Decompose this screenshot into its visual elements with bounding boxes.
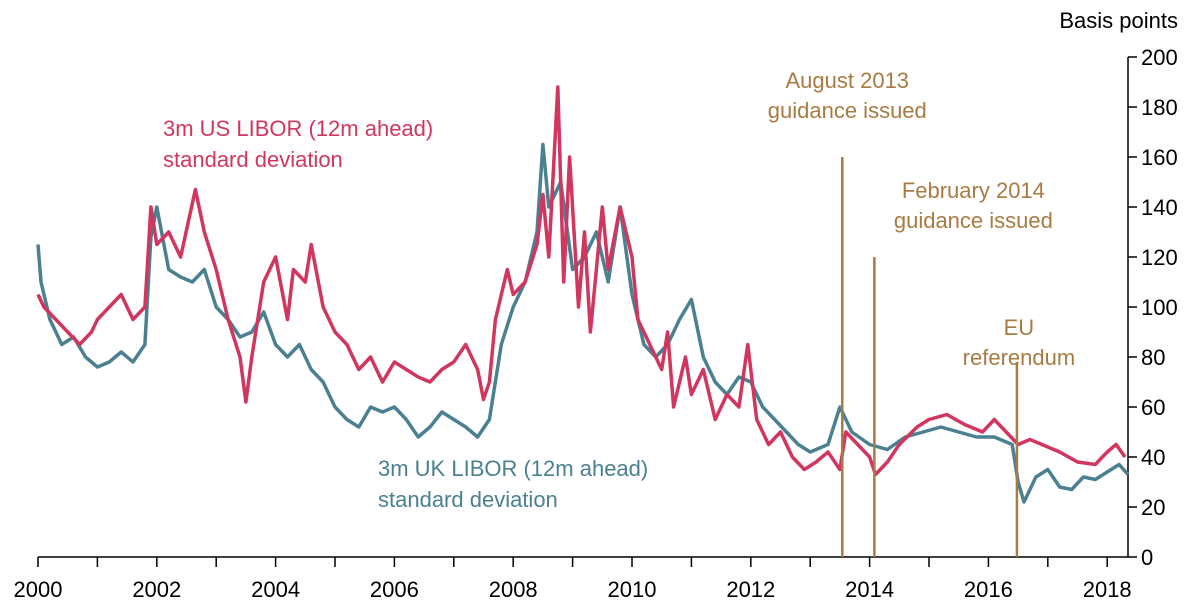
y-tick-label: 160 <box>1141 145 1178 170</box>
y-tick-label: 0 <box>1141 545 1153 570</box>
y-tick-label: 120 <box>1141 245 1178 270</box>
annotation-label: EU <box>1004 315 1035 340</box>
series-label: standard deviation <box>163 147 343 172</box>
series-label: 3m UK LIBOR (12m ahead) <box>378 456 648 481</box>
y-tick-label: 200 <box>1141 45 1178 70</box>
y-tick-label: 80 <box>1141 345 1165 370</box>
annotation-label: February 2014 <box>902 178 1045 203</box>
x-tick-label: 2018 <box>1083 577 1132 602</box>
x-tick-label: 2016 <box>964 577 1013 602</box>
x-tick-label: 2000 <box>14 577 63 602</box>
x-tick-label: 2008 <box>489 577 538 602</box>
y-tick-label: 180 <box>1141 95 1178 120</box>
x-tick-label: 2012 <box>726 577 775 602</box>
x-tick-label: 2010 <box>608 577 657 602</box>
annotation-label: August 2013 <box>786 68 910 93</box>
series-label: 3m US LIBOR (12m ahead) <box>163 116 433 141</box>
y-tick-label: 140 <box>1141 195 1178 220</box>
annotation-label: guidance issued <box>894 208 1053 233</box>
y-tick-label: 100 <box>1141 295 1178 320</box>
annotation-label: guidance issued <box>768 98 927 123</box>
series-line <box>36 142 1130 504</box>
x-tick-label: 2002 <box>132 577 181 602</box>
series-label: standard deviation <box>378 487 558 512</box>
x-tick-label: 2004 <box>251 577 300 602</box>
x-tick-label: 2006 <box>370 577 419 602</box>
y-axis-label: Basis points <box>1059 8 1178 33</box>
annotation-label: referendum <box>963 345 1076 370</box>
y-tick-label: 40 <box>1141 445 1165 470</box>
y-tick-label: 60 <box>1141 395 1165 420</box>
x-tick-label: 2014 <box>845 577 894 602</box>
series-line <box>36 85 1127 477</box>
y-tick-label: 20 <box>1141 495 1165 520</box>
